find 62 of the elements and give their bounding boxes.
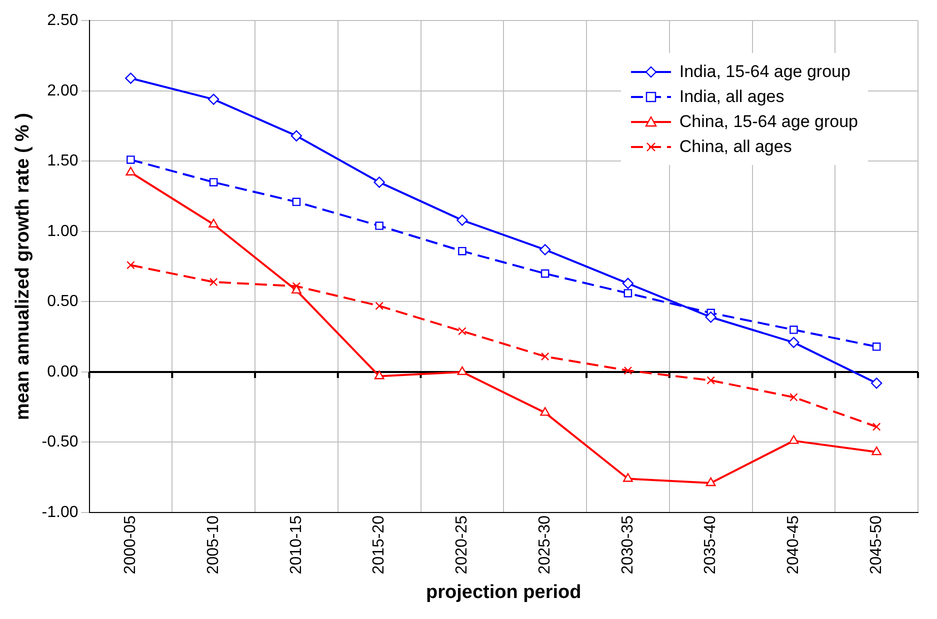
- point: [705, 312, 716, 323]
- point: [788, 336, 800, 348]
- point: [292, 198, 301, 206]
- point: [790, 393, 798, 402]
- point: [872, 422, 881, 431]
- x-tick-label: 2000-05: [122, 515, 140, 574]
- legend-label: India, all ages: [679, 86, 784, 106]
- point: [540, 407, 550, 416]
- point: [374, 176, 385, 188]
- point: [540, 269, 550, 278]
- point: [456, 214, 468, 226]
- legend-label: China, 15-64 age group: [679, 112, 858, 132]
- x-tick-label: 2020-25: [454, 515, 471, 574]
- point: [208, 94, 220, 105]
- x-tick-label: 2030-35: [619, 515, 636, 574]
- y-tick-label: 0.50: [47, 293, 78, 310]
- x-tick-label: 2010-15: [288, 515, 305, 574]
- y-tick-label: -1.00: [42, 504, 78, 521]
- point: [623, 473, 633, 482]
- y-tick-label: 1.50: [47, 152, 78, 170]
- point: [457, 366, 468, 376]
- x-tick-label: 2045-50: [868, 515, 885, 574]
- point: [624, 366, 632, 375]
- point: [870, 378, 882, 389]
- legend-label: India, 15-64 age group: [679, 62, 850, 82]
- point: [208, 218, 219, 228]
- x-tick-label: 2025-30: [536, 515, 554, 574]
- point: [706, 376, 715, 385]
- point: [539, 244, 551, 256]
- y-tick-label: 2.50: [47, 12, 78, 30]
- point: [375, 302, 384, 310]
- point: [375, 222, 384, 230]
- legend-label: China, all ages: [679, 136, 792, 156]
- point: [540, 352, 550, 361]
- point: [374, 370, 384, 380]
- point: [872, 446, 882, 456]
- y-tick-label: 0.00: [47, 363, 78, 380]
- point: [125, 72, 136, 84]
- x-tick-label: 2035-40: [702, 515, 720, 574]
- point: [788, 435, 799, 444]
- point: [458, 327, 466, 336]
- point: [790, 326, 798, 334]
- y-tick-label: 1.00: [47, 222, 78, 240]
- point: [209, 278, 218, 286]
- x-tick-label: 2005-10: [204, 515, 222, 574]
- point: [290, 130, 302, 142]
- point: [624, 289, 632, 298]
- y-tick-label: -0.50: [42, 434, 78, 451]
- point: [622, 278, 634, 290]
- x-tick-label: 2015-20: [370, 515, 388, 574]
- point: [209, 178, 218, 186]
- point: [458, 246, 466, 256]
- x-tick-label: 2040-45: [785, 515, 802, 574]
- y-tick-label: 2.00: [47, 82, 78, 100]
- point: [126, 261, 135, 270]
- point: [292, 284, 302, 294]
- point: [872, 342, 881, 351]
- x-axis-title: projection period: [426, 582, 582, 603]
- point: [706, 477, 716, 486]
- point: [126, 166, 136, 176]
- point: [126, 156, 135, 164]
- y-axis-title: mean annualized growth rate ( % ): [12, 112, 34, 420]
